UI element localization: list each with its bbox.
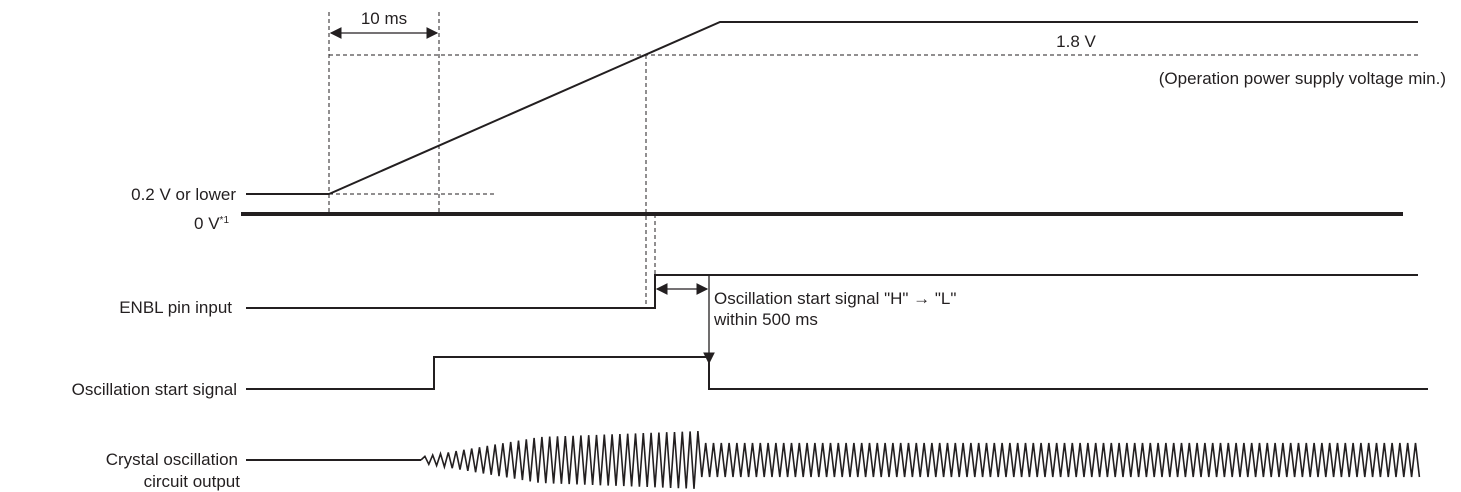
- osc-start-waveform: [246, 357, 1428, 389]
- min-voltage-label: 1.8 V: [1056, 32, 1096, 51]
- crystal-label-line1: Crystal oscillation: [106, 450, 238, 469]
- osc-start-label: Oscillation start signal: [72, 380, 237, 399]
- supply-voltage-waveform: [246, 22, 1418, 194]
- crystal-label-line2: circuit output: [144, 472, 241, 491]
- zero-volt-label: 0 V*1: [194, 214, 229, 233]
- zero-volt-footnote: *1: [220, 215, 230, 226]
- osc-note-line2: within 500 ms: [713, 310, 818, 329]
- interval-label: 10 ms: [361, 9, 407, 28]
- low-level-label: 0.2 V or lower: [131, 185, 236, 204]
- min-voltage-note: (Operation power supply voltage min.): [1159, 69, 1446, 88]
- osc-note-line1: Oscillation start signal "H" → "L": [714, 289, 956, 308]
- crystal-output-waveform: [421, 431, 1419, 489]
- enbl-label: ENBL pin input: [119, 298, 232, 317]
